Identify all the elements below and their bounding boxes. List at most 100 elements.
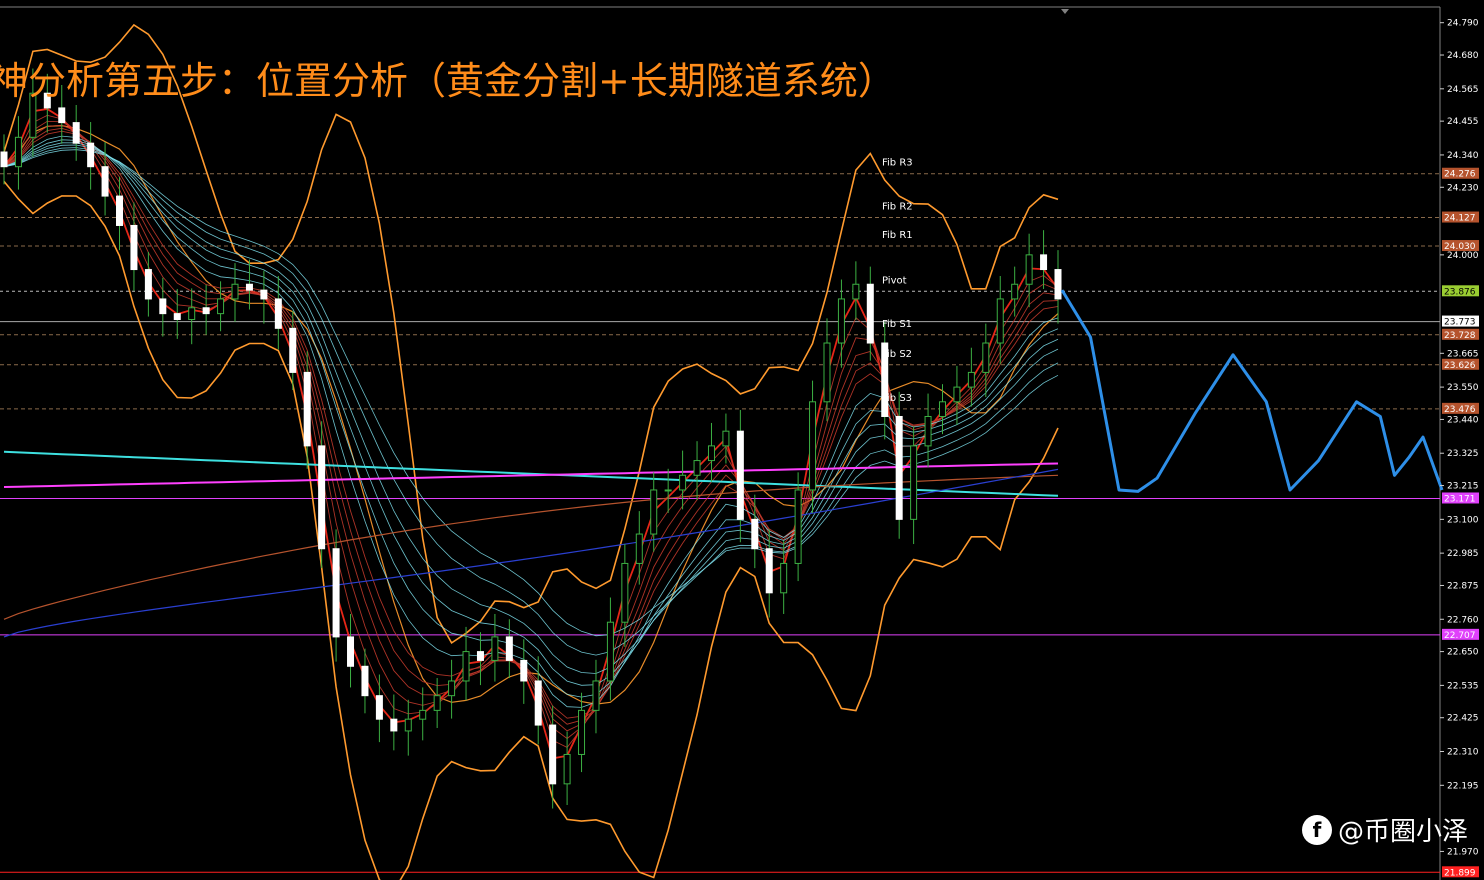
price-tag-label-10: 21.899 bbox=[1444, 868, 1476, 878]
candle-12 bbox=[173, 288, 181, 339]
candle-3 bbox=[43, 73, 51, 133]
candle-body-30 bbox=[433, 695, 441, 711]
candle-15 bbox=[217, 281, 225, 332]
tick-label-13: 22.985 bbox=[1447, 549, 1479, 559]
candle-body-57 bbox=[823, 342, 831, 403]
candle-body-13 bbox=[188, 307, 196, 321]
candle-58 bbox=[837, 279, 845, 368]
candle-body-24 bbox=[347, 636, 355, 667]
band-upper bbox=[3, 23, 1059, 645]
tick-label-9: 23.440 bbox=[1447, 415, 1479, 425]
candle-5 bbox=[72, 104, 80, 161]
tick-label-7: 23.665 bbox=[1447, 349, 1479, 359]
candle-34 bbox=[491, 613, 499, 682]
ema-cyan-15 bbox=[3, 144, 1059, 674]
fib-label-6: Fib S3 bbox=[882, 393, 912, 404]
candle-body-38 bbox=[549, 724, 557, 785]
candle-14 bbox=[202, 284, 210, 335]
candle-body-47 bbox=[679, 474, 687, 491]
price-tag-9: 22.707 bbox=[1442, 628, 1479, 641]
tick-label-20: 22.195 bbox=[1447, 781, 1479, 791]
candle-body-17 bbox=[245, 283, 253, 291]
candle-41 bbox=[592, 659, 600, 734]
candle-6 bbox=[87, 122, 95, 190]
candle-body-5 bbox=[72, 122, 80, 144]
tunnel-brown bbox=[3, 474, 1059, 620]
price-grid bbox=[0, 6, 1441, 880]
candle-body-2 bbox=[29, 92, 37, 138]
price-tag-3: 23.876 bbox=[1442, 285, 1479, 297]
candle-25 bbox=[361, 648, 369, 714]
candle-33 bbox=[476, 632, 484, 686]
price-tag-bg-3 bbox=[1442, 285, 1479, 297]
tick-label-18: 22.425 bbox=[1447, 714, 1479, 724]
candle-70 bbox=[1011, 266, 1019, 317]
f-logo-letter: f bbox=[1312, 817, 1322, 842]
candle-body-66 bbox=[953, 386, 961, 403]
price-tag-label-2: 24.030 bbox=[1444, 242, 1476, 252]
tick-label-5: 24.230 bbox=[1447, 183, 1479, 193]
candle-body-20 bbox=[289, 327, 297, 373]
tick-label-16: 22.650 bbox=[1447, 648, 1479, 658]
candle-body-63 bbox=[910, 445, 918, 520]
candle-body-27 bbox=[390, 718, 398, 732]
candle-39 bbox=[563, 731, 571, 805]
candle-body-58 bbox=[837, 298, 845, 344]
price-tag-7: 23.476 bbox=[1442, 402, 1479, 415]
candle-24 bbox=[347, 613, 355, 688]
candle-55 bbox=[794, 472, 802, 582]
candle-body-4 bbox=[58, 107, 66, 124]
candle-body-31 bbox=[448, 680, 456, 697]
tick-label-21: 21.970 bbox=[1447, 847, 1479, 857]
candle-body-22 bbox=[318, 445, 326, 550]
tick-label-11: 23.215 bbox=[1447, 482, 1479, 492]
tunnel-magenta bbox=[3, 462, 1059, 488]
watermark-text: @币圈小泽 bbox=[1337, 817, 1468, 847]
tick-label-4: 24.340 bbox=[1447, 151, 1479, 161]
candle-44 bbox=[635, 511, 643, 585]
tick-label-1: 24.680 bbox=[1447, 51, 1479, 61]
candle-23 bbox=[332, 529, 340, 662]
candle-47 bbox=[679, 450, 687, 510]
candle-57 bbox=[823, 318, 831, 422]
price-tag-6: 23.626 bbox=[1442, 358, 1479, 371]
candle-body-55 bbox=[794, 489, 802, 564]
candle-42 bbox=[606, 597, 614, 701]
candle-body-49 bbox=[707, 445, 715, 462]
price-tag-label-3: 23.876 bbox=[1444, 287, 1476, 297]
band-lower bbox=[3, 180, 1059, 880]
candle-body-35 bbox=[505, 636, 513, 661]
candle-19 bbox=[274, 276, 282, 350]
candle-67 bbox=[967, 347, 975, 407]
candle-49 bbox=[707, 422, 715, 482]
candlesticks bbox=[0, 68, 1062, 809]
candle-9 bbox=[130, 202, 138, 291]
price-tag-label-9: 22.707 bbox=[1444, 631, 1476, 641]
candle-50 bbox=[722, 413, 730, 464]
candle-body-62 bbox=[895, 415, 903, 520]
candle-18 bbox=[260, 270, 268, 324]
candle-body-42 bbox=[606, 621, 614, 682]
candle-45 bbox=[650, 472, 658, 552]
candle-body-28 bbox=[404, 718, 412, 732]
watermark: f @币圈小泽 bbox=[1301, 811, 1468, 848]
price-tag-bg-1 bbox=[1442, 211, 1479, 223]
tick-label-0: 24.790 bbox=[1447, 19, 1479, 29]
chart-title: 神分析第五步：位置分析（黄金分割+长期隧道系统） bbox=[0, 59, 896, 103]
candle-body-7 bbox=[101, 166, 109, 197]
candle-66 bbox=[953, 365, 961, 425]
candle-body-52 bbox=[751, 518, 759, 550]
candle-body-6 bbox=[87, 142, 95, 168]
fib-label-1: Fib R2 bbox=[882, 202, 913, 213]
forecast-line bbox=[1060, 289, 1444, 493]
price-tag-8: 23.171 bbox=[1442, 492, 1479, 504]
price-tag-label-0: 24.276 bbox=[1444, 170, 1476, 180]
candle-body-26 bbox=[375, 695, 383, 720]
candle-body-53 bbox=[765, 548, 773, 594]
candle-53 bbox=[765, 529, 773, 618]
candle-61 bbox=[881, 321, 889, 440]
price-axis: 24.790 24.680 24.565 24.455 24.340 24.230 24.0… bbox=[1440, 19, 1479, 878]
candle-52 bbox=[751, 494, 759, 569]
